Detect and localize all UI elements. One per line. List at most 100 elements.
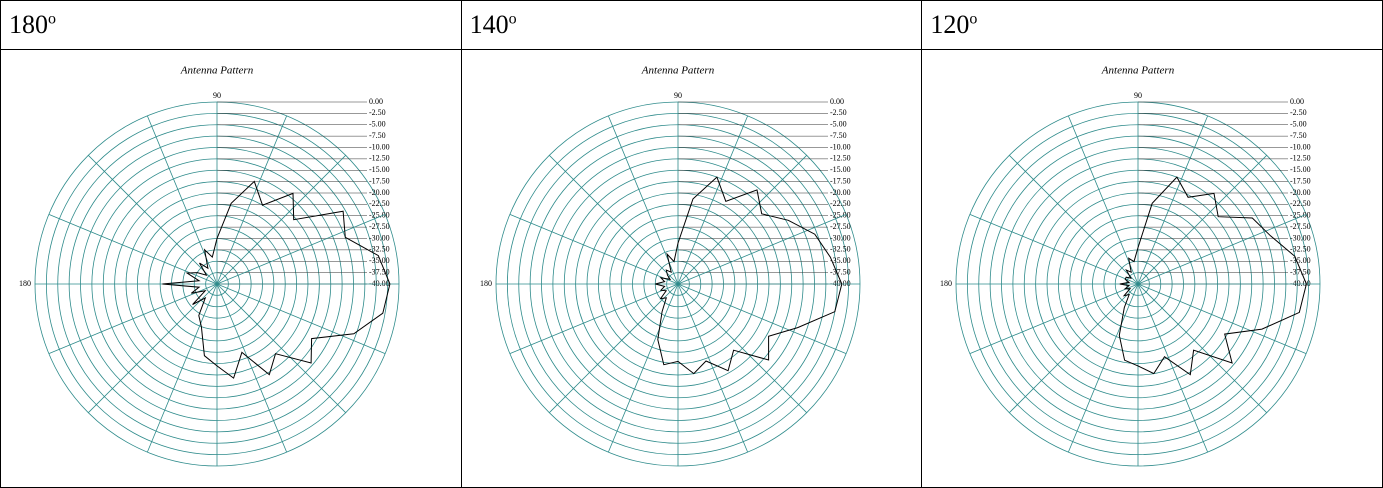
grid-spoke — [1009, 283, 1139, 413]
header-sup: o — [48, 10, 56, 28]
r-tick-label: -30.00 — [830, 233, 851, 242]
grid-spoke — [88, 283, 218, 413]
grid-spoke — [1138, 283, 1268, 413]
theta-tick-label: 90 — [1134, 91, 1142, 100]
grid-spoke — [1138, 213, 1307, 285]
r-tick-label: -10.00 — [369, 142, 390, 151]
theta-tick-label: 180 — [19, 279, 31, 288]
pattern-curve — [1119, 176, 1308, 376]
r-tick-label: -35.00 — [1290, 256, 1311, 265]
chart: Antenna Pattern 0.00 -2.50 -5.00 -7.50 -10.00… — [19, 65, 400, 467]
r-tick-label: -32.50 — [369, 245, 390, 254]
r-tick-label: -30.00 — [369, 233, 390, 242]
header-sup: o — [969, 10, 978, 28]
grid-spoke — [677, 213, 846, 285]
r-tick-label: -30.00 — [1290, 233, 1311, 242]
r-tick-label: -37.50 — [1290, 267, 1311, 276]
grid-spoke — [1138, 155, 1268, 285]
chart-cell: Antenna Pattern 0.00 -2.50 -5.00 -7.50 -10.00… — [0, 49, 462, 488]
r-tick-label: -37.50 — [830, 267, 851, 276]
r-tick-label: -17.50 — [369, 176, 390, 185]
r-tick-label: -12.50 — [1290, 154, 1311, 163]
chart-title: Antenna Pattern — [640, 65, 714, 77]
header-cell: 180o — [0, 0, 462, 50]
r-tick-label: -20.00 — [369, 188, 390, 197]
r-tick-label: -2.50 — [1290, 108, 1307, 117]
grid-spoke — [1138, 283, 1307, 355]
grid-spoke — [677, 283, 748, 453]
grid-spoke — [509, 283, 678, 355]
pattern-curve — [162, 180, 391, 379]
grid-spoke — [548, 283, 678, 413]
grid-spoke — [216, 283, 386, 355]
r-tick-label: -20.00 — [1290, 188, 1311, 197]
pattern-curve — [654, 176, 842, 375]
r-tick-label: -35.00 — [830, 256, 851, 265]
r-tick-label: -27.50 — [830, 222, 851, 231]
theta-tick-label: 90 — [674, 91, 682, 100]
theta-tick-label: 180 — [940, 279, 952, 288]
chart: Antenna Pattern 0.00 -2.50 -5.00 -7.50 -10.00… — [480, 65, 861, 467]
header-text: 140 — [469, 10, 509, 39]
chart-title: Antenna Pattern — [180, 65, 254, 77]
grid-spoke — [607, 283, 679, 453]
r-tick-label: -35.00 — [369, 256, 390, 265]
grid-spoke — [48, 283, 218, 355]
r-tick-label: -12.50 — [369, 154, 390, 163]
chart-title: Antenna Pattern — [1101, 65, 1175, 77]
grid-spoke — [970, 283, 1139, 355]
r-tick-label: -32.50 — [830, 245, 851, 254]
chart-cell: Antenna Pattern 0.00 -2.50 -5.00 -7.50 -10.00… — [460, 49, 923, 488]
r-tick-label: -40.00 — [369, 279, 390, 288]
r-tick-label: -5.00 — [830, 120, 847, 129]
grid-spoke — [607, 115, 679, 285]
r-tick-label: -7.50 — [369, 131, 386, 140]
grid-spoke — [216, 115, 288, 285]
r-tick-label: -40.00 — [830, 279, 851, 288]
header-text: 120 — [930, 10, 970, 39]
r-tick-label: -27.50 — [369, 222, 390, 231]
theta-tick-label: 90 — [213, 91, 221, 100]
grid-spoke — [677, 115, 748, 285]
r-tick-label: -12.50 — [830, 154, 851, 163]
r-tick-label: 0.00 — [830, 97, 844, 106]
r-tick-label: -25.00 — [830, 211, 851, 220]
r-tick-label: -5.00 — [1290, 120, 1307, 129]
r-tick-label: -2.50 — [830, 108, 847, 117]
theta-tick-label: 180 — [480, 279, 492, 288]
chart: Antenna Pattern 0.00 -2.50 -5.00 -7.50 -10.00… — [940, 65, 1321, 467]
grid-spoke — [548, 155, 678, 285]
header-text: 180 — [9, 10, 48, 39]
r-tick-label: -22.50 — [1290, 199, 1311, 208]
r-tick-label: 0.00 — [1290, 97, 1304, 106]
header-cell: 120o — [921, 0, 1383, 50]
header-sup: o — [508, 10, 517, 28]
grid-spoke — [1137, 115, 1209, 285]
grid-spoke — [216, 213, 386, 285]
r-tick-label: -17.50 — [830, 176, 851, 185]
grid-spoke — [48, 213, 218, 285]
r-tick-label: -40.00 — [1290, 279, 1311, 288]
r-tick-label: -7.50 — [1290, 131, 1307, 140]
r-tick-label: -7.50 — [830, 131, 847, 140]
r-tick-label: -17.50 — [1290, 176, 1311, 185]
r-tick-label: -15.00 — [830, 165, 851, 174]
grid-spoke — [677, 283, 807, 413]
grid-spoke — [216, 155, 346, 285]
r-tick-label: -25.00 — [369, 211, 390, 220]
r-tick-label: -15.00 — [369, 165, 390, 174]
r-tick-label: -2.50 — [369, 108, 386, 117]
grid-spoke — [1137, 283, 1209, 453]
header-cell: 140o — [460, 0, 923, 50]
r-tick-label: -10.00 — [1290, 142, 1311, 151]
r-tick-label: -22.50 — [830, 199, 851, 208]
r-tick-label: -25.00 — [1290, 211, 1311, 220]
r-tick-label: -5.00 — [369, 120, 386, 129]
grid-spoke — [1009, 155, 1139, 285]
r-tick-label: -37.50 — [369, 267, 390, 276]
r-tick-label: -32.50 — [1290, 245, 1311, 254]
grid-spoke — [88, 155, 218, 285]
grid-spoke — [216, 283, 346, 413]
